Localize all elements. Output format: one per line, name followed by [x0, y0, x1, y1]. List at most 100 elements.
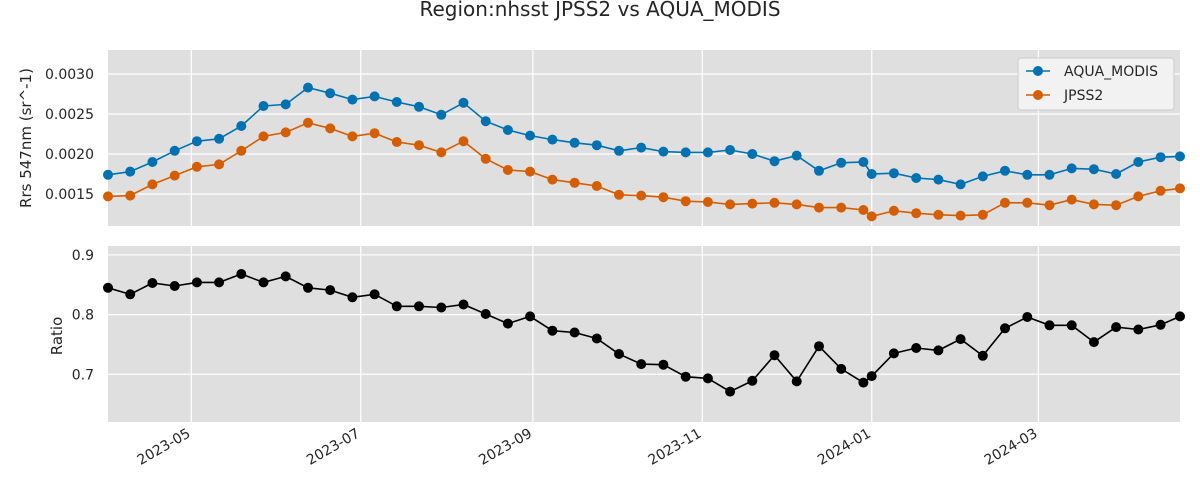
ratio-point — [977, 350, 988, 361]
jpss2-point — [1066, 194, 1077, 205]
ratio-point — [836, 363, 847, 374]
jpss2-point — [955, 210, 966, 221]
top-y-tick-label: 0.0025 — [45, 107, 94, 123]
ratio-point — [280, 271, 291, 282]
ratio-point — [658, 359, 669, 370]
aqua-modis-point — [747, 149, 758, 159]
jpss2-point — [391, 137, 402, 147]
jpss2-point — [888, 205, 899, 216]
ratio-point — [1133, 324, 1144, 335]
top-panel-series — [103, 82, 1185, 222]
bottom-y-tick-label: 0.7 — [72, 367, 94, 383]
aqua-modis-point — [347, 94, 358, 105]
jpss2-point — [347, 131, 358, 142]
top-panel-y-axis-label: Rrs 547nm (sr^-1) — [17, 68, 35, 208]
aqua-modis-point — [191, 136, 202, 147]
aqua-modis-point — [547, 134, 558, 145]
legend-jpss2-label: JPSS2 — [1063, 88, 1103, 104]
ratio-point — [702, 373, 713, 384]
aqua-modis-point — [325, 88, 336, 99]
legend-jpss2-marker — [1033, 90, 1043, 100]
x-tick-label: 2023-07 — [304, 426, 363, 469]
aqua-modis-point — [658, 146, 669, 157]
bottom-panel-background — [108, 246, 1180, 422]
jpss2-point — [591, 181, 602, 191]
bottom-panel-y-axis-label: Ratio — [48, 317, 66, 356]
bottom-panel-series — [103, 269, 1185, 397]
top-y-tick-label: 0.0015 — [45, 187, 94, 203]
ratio-point — [1022, 312, 1033, 322]
ratio-point — [1088, 337, 1099, 348]
ratio-point — [191, 277, 202, 288]
aqua-modis-point — [169, 145, 180, 156]
jpss2-point — [325, 123, 336, 134]
chart-title: Region:nhsst JPSS2 vs AQUA_MODIS — [419, 0, 780, 21]
bottom-panel-grid — [108, 246, 1180, 422]
jpss2-point — [702, 197, 713, 207]
aqua-modis-point — [836, 157, 847, 168]
ratio-point — [1000, 323, 1010, 334]
top-y-tick-label: 0.0030 — [45, 67, 94, 83]
ratio-point — [547, 325, 558, 336]
jpss2-point — [858, 205, 869, 215]
aqua-modis-point — [214, 133, 225, 144]
aqua-modis-point — [725, 145, 736, 155]
ratio-point — [791, 376, 802, 387]
aqua-modis-point — [502, 125, 513, 135]
jpss2-point — [458, 136, 469, 147]
jpss2-point — [836, 202, 847, 213]
aqua-modis-point — [791, 150, 802, 161]
x-tick-labels: 2023-05 2023-07 2023-09 2023-11 2024-01 2024-… — [135, 426, 1041, 469]
ratio-point — [258, 277, 269, 288]
top-y-tick-label: 0.0020 — [45, 147, 94, 163]
aqua-modis-point — [1111, 169, 1122, 179]
ratio-point — [888, 348, 899, 359]
aqua-modis-point — [103, 169, 113, 180]
jpss2-point — [1000, 197, 1010, 208]
ratio-point — [169, 281, 180, 291]
top-panel-y-tick-labels: 0.0015 0.0020 0.0025 0.0030 — [45, 67, 94, 203]
jpss2-point — [303, 117, 313, 128]
ratio-point — [569, 327, 580, 338]
jpss2-point — [680, 196, 691, 207]
aqua-modis-point — [933, 174, 944, 185]
jpss2-point — [169, 170, 180, 181]
ratio-point — [436, 302, 447, 313]
jpss2-point — [1133, 191, 1144, 202]
aqua-modis-point — [414, 101, 424, 112]
legend-aqua-modis-label: AQUA_MODIS — [1064, 64, 1158, 80]
jpss2-point — [866, 211, 877, 222]
jpss2-point — [502, 165, 513, 175]
jpss2-point — [1022, 197, 1033, 208]
ratio-point — [391, 301, 402, 312]
jpss2-point — [280, 127, 291, 138]
jpss2-point — [977, 209, 988, 220]
jpss2-point — [125, 190, 136, 201]
aqua-modis-point — [1044, 169, 1055, 180]
aqua-modis-point — [525, 130, 536, 141]
ratio-point — [303, 282, 313, 293]
aqua-modis-point — [1175, 151, 1185, 162]
aqua-modis-point — [236, 121, 247, 131]
jpss2-point — [103, 191, 113, 202]
ratio-point — [725, 386, 736, 397]
ratio-point — [858, 377, 869, 388]
ratio-point — [1044, 320, 1055, 331]
bottom-panel: 0.7 0.8 0.9 Ratio — [48, 246, 1185, 422]
ratio-point — [1155, 319, 1166, 330]
ratio-point — [502, 318, 513, 329]
jpss2-point — [1111, 200, 1122, 211]
aqua-modis-point — [480, 116, 491, 127]
bottom-y-tick-label: 0.8 — [72, 308, 94, 324]
jpss2-point — [658, 192, 669, 203]
ratio-point — [125, 289, 136, 300]
aqua-modis-point — [858, 157, 869, 167]
x-tick-label: 2023-11 — [646, 426, 705, 469]
x-tick-label: 2024-01 — [815, 426, 874, 469]
aqua-modis-point — [303, 82, 313, 93]
aqua-modis-point — [680, 147, 691, 158]
ratio-point — [1175, 311, 1185, 322]
jpss2-point — [547, 174, 558, 185]
ratio-point — [614, 349, 624, 359]
bottom-y-tick-label: 0.9 — [72, 248, 94, 264]
